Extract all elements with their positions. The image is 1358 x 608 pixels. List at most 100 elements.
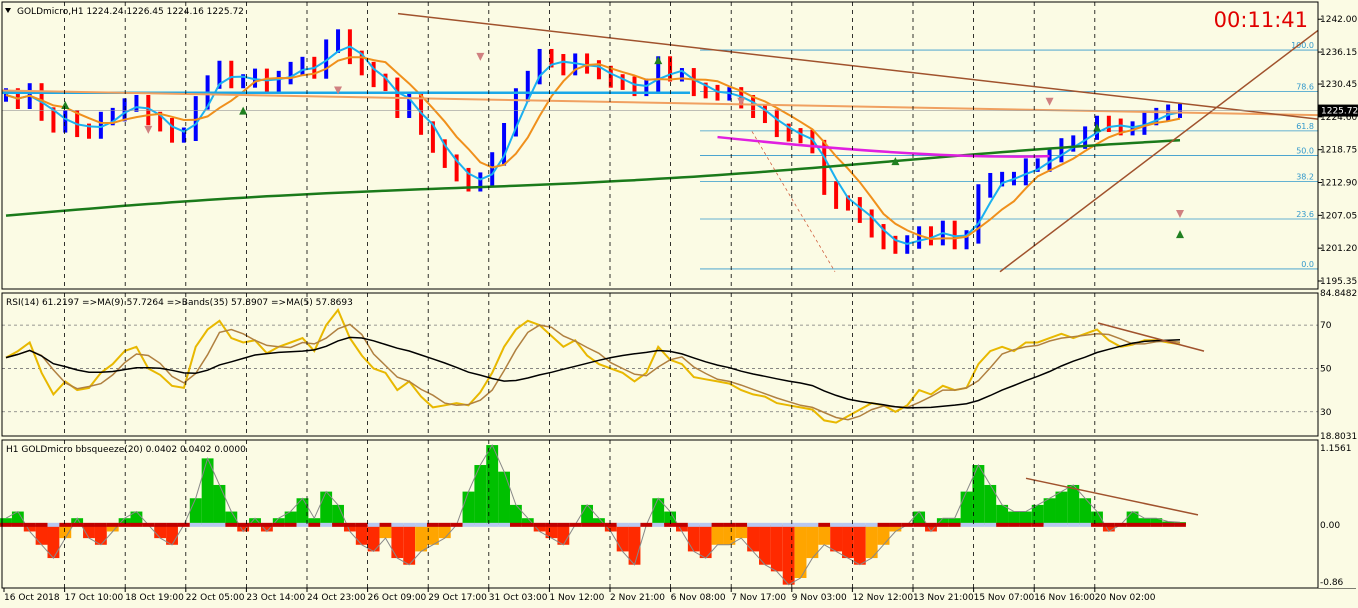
histogram-bar bbox=[11, 511, 24, 525]
histogram-bar bbox=[711, 524, 724, 545]
squeeze-dot bbox=[628, 522, 641, 527]
rsi-panel-title: RSI(14) 61.2197 =>MA(9) 57.7264 =>Bands(… bbox=[6, 298, 353, 308]
squeeze-dot bbox=[498, 522, 510, 527]
squeeze-dot bbox=[652, 522, 665, 527]
fibonacci-level-label: 0.0 bbox=[1301, 260, 1314, 269]
squeeze-dot bbox=[450, 522, 463, 527]
x-tick-label: 17 Oct 10:00 bbox=[65, 593, 124, 603]
histogram-bar bbox=[664, 511, 677, 525]
histogram-bar bbox=[652, 498, 665, 525]
histogram-bar bbox=[1102, 524, 1115, 532]
histogram-bar bbox=[59, 524, 72, 539]
squeeze-dot bbox=[260, 522, 273, 527]
slow-ma-line bbox=[1, 89, 1319, 117]
x-tick-label: 18 Oct 19:00 bbox=[125, 593, 184, 603]
medium-ma-line bbox=[5, 56, 1181, 241]
fractal-up-arrow bbox=[1176, 230, 1184, 239]
histogram-bar bbox=[474, 465, 487, 525]
histogram-bar bbox=[118, 518, 131, 525]
squeeze-dot bbox=[1031, 522, 1044, 527]
histogram-bar bbox=[1043, 498, 1056, 525]
rsi-ma5-line bbox=[5, 323, 1181, 421]
fibonacci-level-label: 61.8 bbox=[1296, 122, 1314, 131]
squeeze-dot bbox=[830, 522, 843, 527]
squeeze-dot bbox=[415, 522, 427, 527]
rsi-y-tick-label: 18.8031 bbox=[1320, 432, 1357, 442]
trend-line-down[interactable] bbox=[397, 12, 1319, 120]
fractal-down-arrow bbox=[144, 125, 153, 134]
squeeze-dot bbox=[782, 522, 795, 527]
squeeze-dot bbox=[332, 522, 344, 527]
histogram-bar bbox=[1008, 511, 1020, 525]
squeeze-dot bbox=[853, 522, 866, 527]
histogram-bar bbox=[1019, 511, 1032, 525]
squeeze-dot bbox=[1091, 522, 1103, 527]
squeeze-dot bbox=[913, 522, 926, 527]
x-tick-label: 24 Oct 23:00 bbox=[307, 593, 366, 603]
trend-line-up[interactable] bbox=[999, 29, 1319, 273]
histogram-bar bbox=[759, 524, 771, 565]
y-tick-label: 1212.90 bbox=[1320, 179, 1357, 189]
squeeze-dot bbox=[177, 522, 190, 527]
squeeze-dot bbox=[806, 522, 819, 527]
current-price-label: 1225.72 bbox=[1321, 107, 1358, 117]
y-tick-label: 1230.45 bbox=[1320, 80, 1357, 90]
squeeze-dot bbox=[521, 522, 534, 527]
rsi-y-tick-label: 84.8482 bbox=[1320, 289, 1357, 299]
histogram-bar bbox=[486, 445, 499, 525]
histogram-bar bbox=[984, 484, 997, 525]
rsi-y-tick-label: 50 bbox=[1320, 364, 1332, 374]
histogram-bar bbox=[284, 511, 297, 525]
x-tick-label: 12 Nov 12:00 bbox=[852, 593, 913, 603]
squeeze-dot bbox=[865, 522, 878, 527]
histogram-bar bbox=[415, 524, 427, 552]
histogram-bar bbox=[628, 524, 641, 565]
x-tick-label: 29 Oct 17:00 bbox=[428, 593, 487, 603]
squeeze-dot bbox=[0, 522, 12, 527]
rsi-panel[interactable]: 84.8482 70 50 30 18.8031 bbox=[2, 289, 1357, 442]
fibonacci-level-label: 38.2 bbox=[1296, 172, 1314, 181]
x-tick-label: 16 Oct 2018 bbox=[4, 593, 60, 603]
x-tick-label: 7 Nov 17:00 bbox=[731, 593, 786, 603]
squeeze-dot bbox=[225, 522, 238, 527]
candle-timer: 00:11:41 bbox=[1214, 8, 1308, 32]
squeeze-dot bbox=[593, 522, 605, 527]
histogram-bar bbox=[403, 524, 416, 565]
collapse-triangle-icon[interactable] bbox=[5, 8, 11, 13]
bb-y-tick-label: -0.86 bbox=[1320, 578, 1344, 588]
price-panel[interactable]: 1242.00 1236.15 1230.45 1224.60 1218.75 1212.… bbox=[1, 12, 1358, 287]
squeeze-dot bbox=[71, 522, 84, 527]
squeeze-dot bbox=[403, 522, 416, 527]
histogram-bar bbox=[533, 524, 546, 532]
histogram-bar bbox=[379, 524, 392, 539]
fractal-up-arrow bbox=[891, 157, 900, 166]
squeeze-dot bbox=[984, 522, 997, 527]
bb-trend-line[interactable] bbox=[1025, 477, 1199, 516]
histogram-bar bbox=[426, 524, 439, 545]
histogram-bar bbox=[1055, 491, 1068, 525]
squeeze-dot bbox=[367, 522, 380, 527]
squeeze-dot bbox=[486, 522, 499, 527]
histogram-bar bbox=[948, 518, 961, 525]
histogram-bar bbox=[332, 504, 344, 525]
histogram-bar bbox=[35, 524, 48, 545]
rsi-trend-line[interactable] bbox=[1097, 322, 1205, 352]
histogram-bar bbox=[272, 518, 285, 525]
price-panel-title: GOLDmicro,H1 1224.24 1226.45 1224.16 122… bbox=[17, 7, 244, 17]
squeeze-dot bbox=[308, 522, 321, 527]
y-tick-label: 1236.15 bbox=[1320, 48, 1357, 58]
panel-border bbox=[1, 292, 1319, 437]
histogram-bar bbox=[865, 524, 878, 559]
squeeze-dot bbox=[201, 522, 214, 527]
y-tick-label: 1207.05 bbox=[1320, 211, 1357, 221]
fractal-down-arrow bbox=[1045, 97, 1054, 106]
squeeze-dot bbox=[972, 522, 985, 527]
histogram-bar bbox=[237, 524, 250, 532]
bbsqueeze-panel[interactable]: 1.1561 0.00 -0.86 bbox=[0, 444, 1352, 588]
histogram-bar bbox=[699, 524, 712, 559]
histogram-bar bbox=[83, 524, 95, 539]
squeeze-dot bbox=[142, 522, 155, 527]
x-tick-label: 1 Nov 12:00 bbox=[549, 593, 604, 603]
x-tick-label: 9 Nov 03:00 bbox=[792, 593, 847, 603]
